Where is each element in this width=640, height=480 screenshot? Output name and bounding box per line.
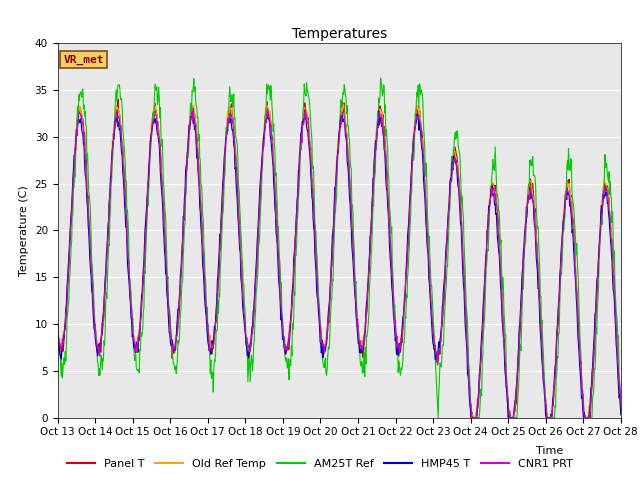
Title: Temperatures: Temperatures (292, 27, 387, 41)
Y-axis label: Temperature (C): Temperature (C) (19, 185, 29, 276)
Legend: Panel T, Old Ref Temp, AM25T Ref, HMP45 T, CNR1 PRT: Panel T, Old Ref Temp, AM25T Ref, HMP45 … (63, 455, 577, 473)
Text: VR_met: VR_met (63, 54, 104, 65)
Text: Time: Time (536, 445, 563, 456)
